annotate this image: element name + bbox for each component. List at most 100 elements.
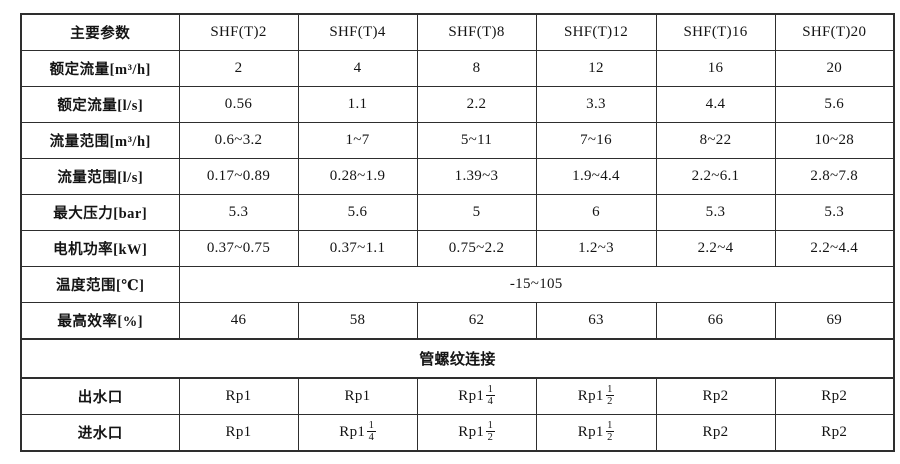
value-cell: 2.2	[416, 86, 537, 123]
section-band: 管螺纹连接	[20, 338, 895, 379]
value-cell: 0.37~0.75	[178, 230, 299, 267]
value-cell: 1.2~3	[535, 230, 657, 267]
row-label-cell: 电机功率[kW]	[20, 230, 180, 267]
column-header-model: SHF(T)2	[178, 13, 299, 51]
column-header-model: SHF(T)12	[535, 13, 657, 51]
thread-size-base: Rp1	[577, 423, 604, 440]
value-cell: Rp1 1 2	[416, 414, 537, 452]
value-cell: 5	[416, 194, 537, 231]
table-row: 额定流量[m³/h] 2 4 8 12 16 20	[20, 50, 895, 87]
value-cell: 1.9~4.4	[535, 158, 657, 195]
value-cell: 2.2~6.1	[655, 158, 776, 195]
row-label-cell: 流量范围[m³/h]	[20, 122, 180, 159]
value-cell: 8	[416, 50, 537, 87]
thread-size-base: Rp1	[339, 423, 366, 440]
value-cell: Rp1 1 4	[297, 414, 418, 452]
row-label-cell: 温度范围[℃]	[20, 266, 180, 303]
table-row: 管螺纹连接	[20, 338, 895, 379]
thread-size-base: Rp2	[821, 424, 848, 440]
value-cell: 66	[655, 302, 776, 340]
value-cell: 8~22	[655, 122, 776, 159]
value-cell: 1.39~3	[416, 158, 537, 195]
thread-size-base: Rp1	[458, 423, 485, 440]
row-label-cell: 进水口	[20, 414, 180, 452]
table-row: 最高效率[%] 46 58 62 63 66 69	[20, 302, 895, 340]
thread-size-base: Rp2	[702, 388, 729, 404]
value-cell: 12	[535, 50, 657, 87]
row-label-cell: 额定流量[l/s]	[20, 86, 180, 123]
value-cell: 58	[297, 302, 418, 340]
value-cell: 7~16	[535, 122, 657, 159]
page: 主要参数 SHF(T)2 SHF(T)4 SHF(T)8 SHF(T)12 SHF(T)…	[20, 13, 895, 452]
value-cell: 5.3	[178, 194, 299, 231]
value-cell: Rp1 1 2	[535, 377, 657, 415]
table-row: 进水口 Rp1 Rp1 1 4 Rp1 1 2 Rp1 1 2 Rp2 Rp2	[20, 414, 895, 452]
value-cell: 5~11	[416, 122, 537, 159]
value-cell: 20	[774, 50, 895, 87]
value-cell: 2.2~4.4	[774, 230, 895, 267]
row-label-cell: 流量范围[l/s]	[20, 158, 180, 195]
value-cell: Rp1 1 2	[535, 414, 657, 452]
value-cell: 0.17~0.89	[178, 158, 299, 195]
value-cell: Rp1	[178, 414, 299, 452]
value-cell: 5.6	[297, 194, 418, 231]
value-cell: 5.3	[655, 194, 776, 231]
table-row: 流量范围[l/s] 0.17~0.89 0.28~1.9 1.39~3 1.9~4.4 2…	[20, 158, 895, 195]
spec-table-body: 额定流量[m³/h] 2 4 8 12 16 20 额定流量[l/s] 0.56 1.1 2.2 3.…	[20, 50, 895, 452]
value-cell: 0.6~3.2	[178, 122, 299, 159]
value-cell: 2	[178, 50, 299, 87]
column-header-model: SHF(T)8	[416, 13, 537, 51]
table-row: 额定流量[l/s] 0.56 1.1 2.2 3.3 4.4 5.6	[20, 86, 895, 123]
table-row: 温度范围[℃] -15~105	[20, 266, 895, 303]
value-cell: Rp2	[655, 377, 776, 415]
thread-size-base: Rp1	[225, 424, 252, 440]
column-header-model: SHF(T)20	[774, 13, 895, 51]
value-cell: 69	[774, 302, 895, 340]
span-value-cell: -15~105	[178, 266, 895, 303]
param-header-cell: 主要参数	[20, 13, 180, 51]
value-cell: 1~7	[297, 122, 418, 159]
spec-table: 主要参数 SHF(T)2 SHF(T)4 SHF(T)8 SHF(T)12 SHF(T)…	[20, 13, 895, 452]
value-cell: Rp1	[178, 377, 299, 415]
value-cell: 0.37~1.1	[297, 230, 418, 267]
value-cell: 1.1	[297, 86, 418, 123]
value-cell: Rp1 1 4	[416, 377, 537, 415]
table-row: 电机功率[kW] 0.37~0.75 0.37~1.1 0.75~2.2 1.2~3 2.…	[20, 230, 895, 267]
table-row: 流量范围[m³/h] 0.6~3.2 1~7 5~11 7~16 8~22 10~28	[20, 122, 895, 159]
value-cell: Rp2	[655, 414, 776, 452]
spec-table-header: 主要参数 SHF(T)2 SHF(T)4 SHF(T)8 SHF(T)12 SHF(T)…	[20, 13, 895, 51]
value-cell: 4.4	[655, 86, 776, 123]
value-cell: 5.6	[774, 86, 895, 123]
value-cell: 5.3	[774, 194, 895, 231]
thread-size-base: Rp1	[577, 387, 604, 404]
value-cell: Rp1	[297, 377, 418, 415]
column-header-model: SHF(T)4	[297, 13, 418, 51]
thread-size-base: Rp1	[344, 388, 371, 404]
row-label-cell: 出水口	[20, 377, 180, 415]
thread-size-base: Rp2	[702, 424, 729, 440]
table-row: 最大压力[bar] 5.3 5.6 5 6 5.3 5.3	[20, 194, 895, 231]
value-cell: 3.3	[535, 86, 657, 123]
row-label-cell: 最大压力[bar]	[20, 194, 180, 231]
thread-size-base: Rp1	[458, 387, 485, 404]
column-header-model: SHF(T)16	[655, 13, 776, 51]
row-label-cell: 最高效率[%]	[20, 302, 180, 340]
value-cell: Rp2	[774, 377, 895, 415]
thread-size-base: Rp1	[225, 388, 252, 404]
value-cell: 10~28	[774, 122, 895, 159]
value-cell: 6	[535, 194, 657, 231]
value-cell: Rp2	[774, 414, 895, 452]
value-cell: 0.56	[178, 86, 299, 123]
value-cell: 16	[655, 50, 776, 87]
value-cell: 4	[297, 50, 418, 87]
header-row: 主要参数 SHF(T)2 SHF(T)4 SHF(T)8 SHF(T)12 SHF(T)…	[20, 13, 895, 51]
value-cell: 2.2~4	[655, 230, 776, 267]
value-cell: 63	[535, 302, 657, 340]
value-cell: 2.8~7.8	[774, 158, 895, 195]
table-row: 出水口 Rp1 Rp1 Rp1 1 4 Rp1 1 2 Rp2 Rp2	[20, 377, 895, 415]
